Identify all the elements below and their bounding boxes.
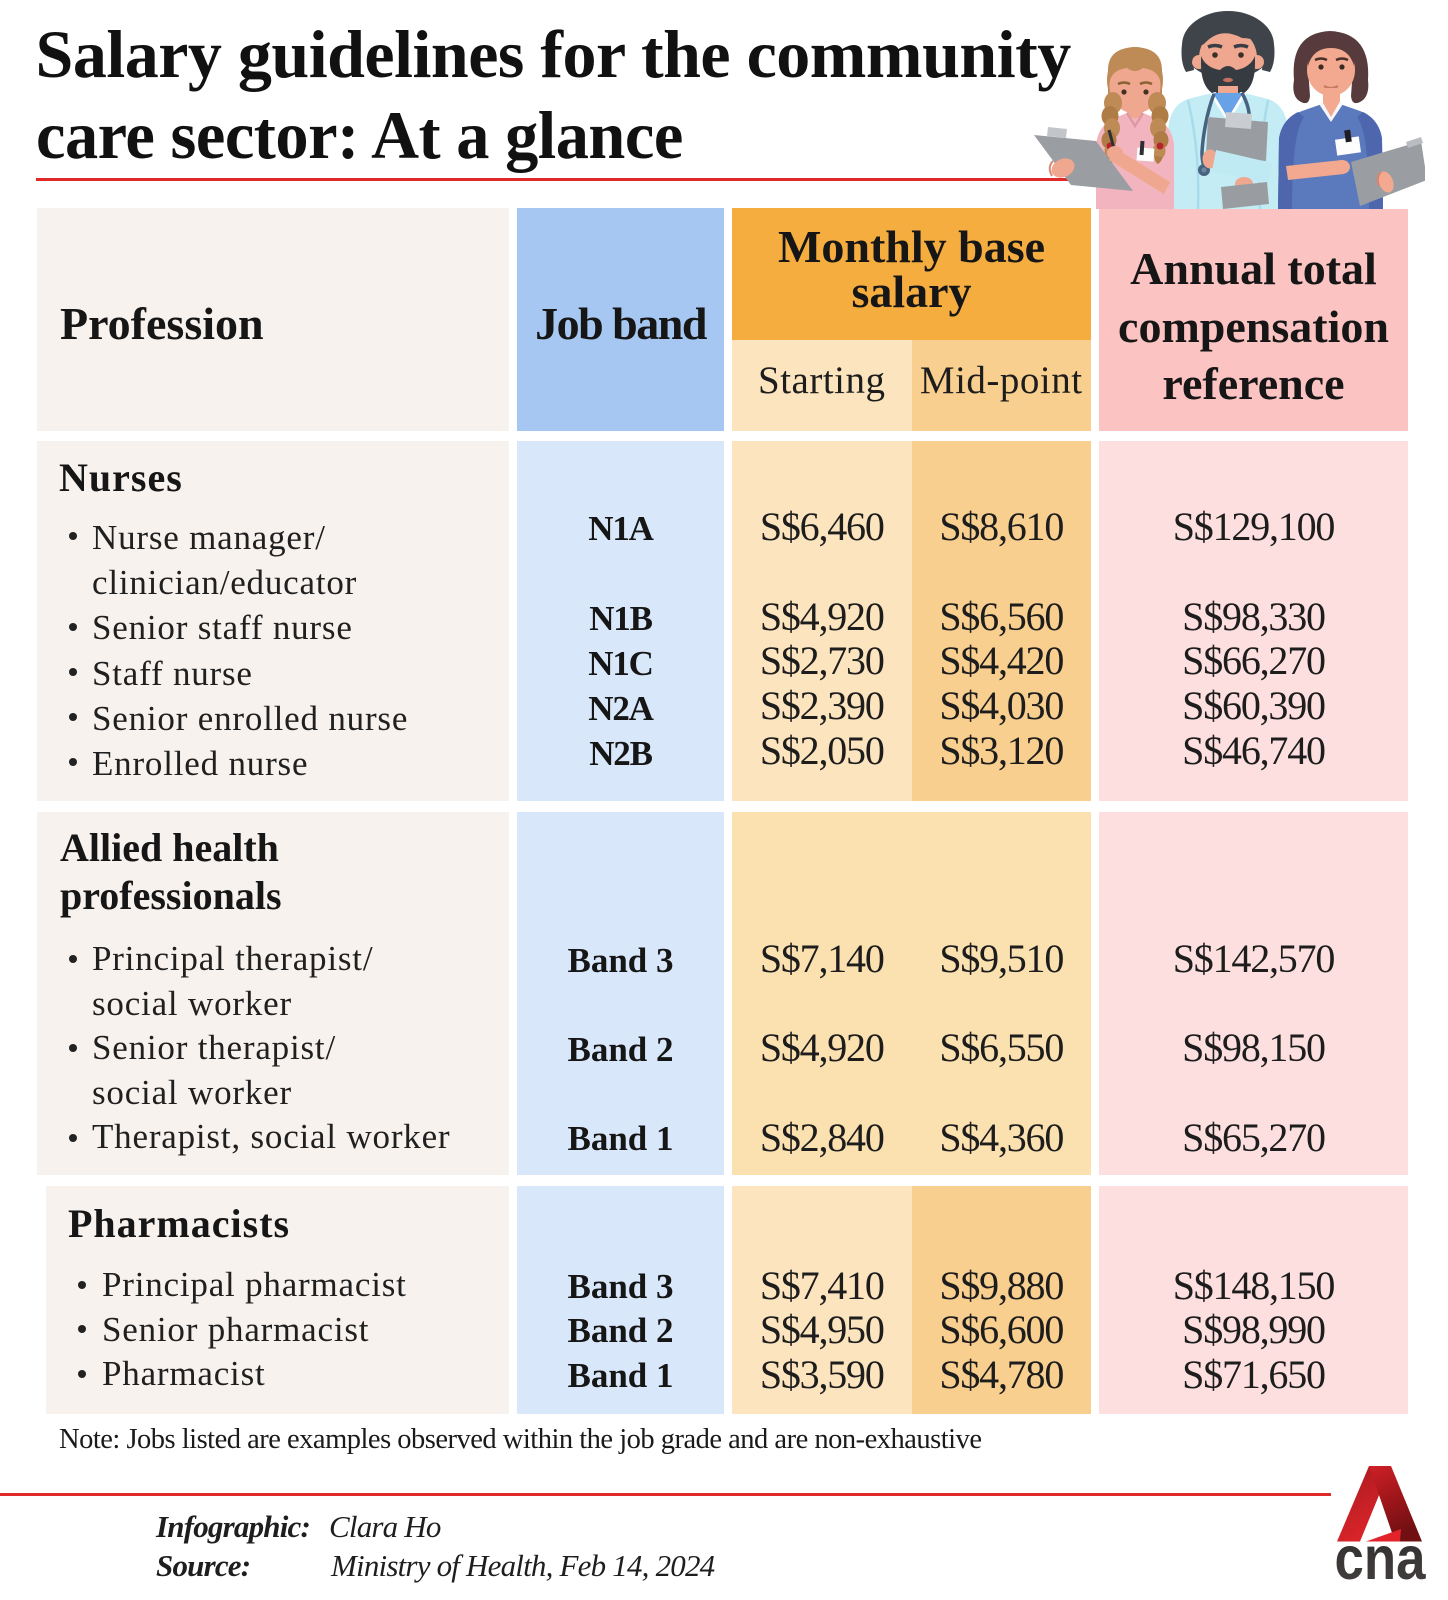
svg-text:cna: cna xyxy=(1335,1524,1427,1585)
